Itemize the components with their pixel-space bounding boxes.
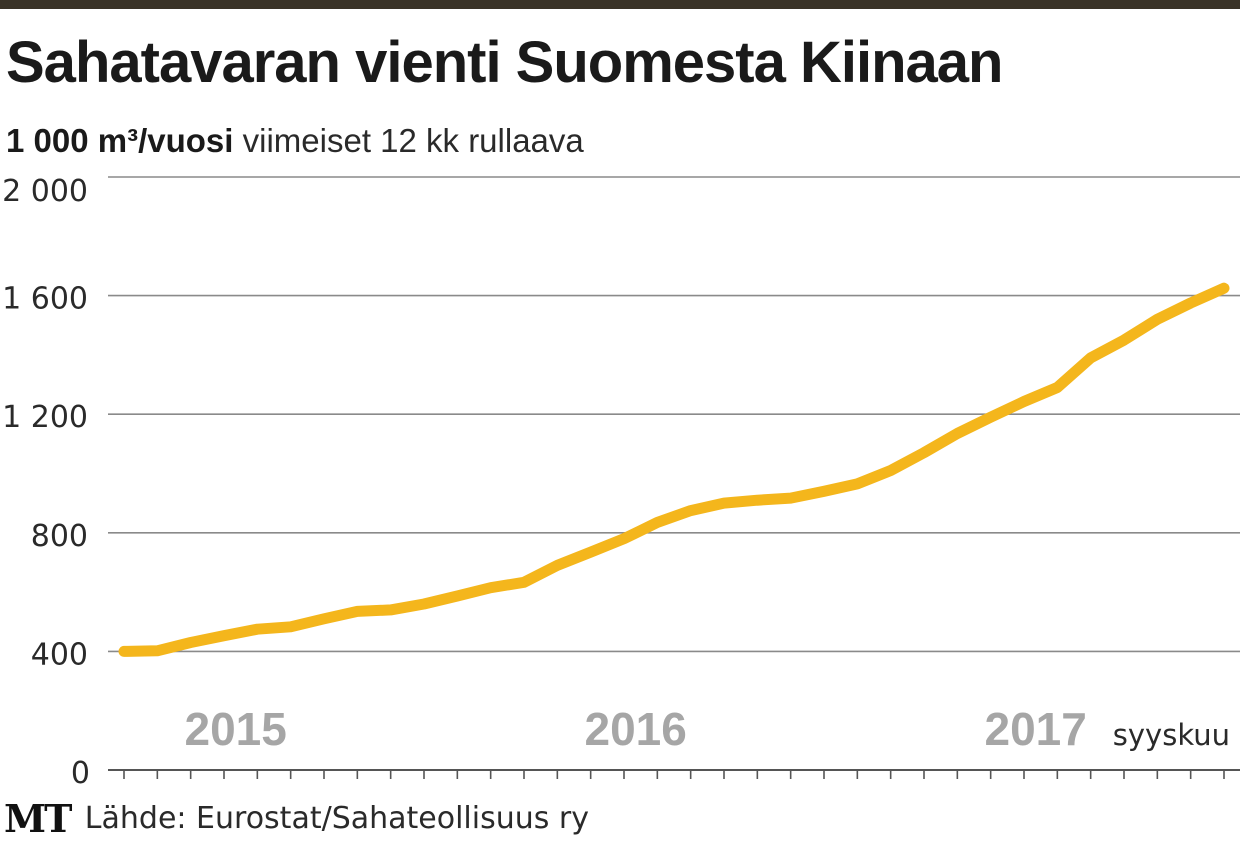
x-end-label: syyskuu (1113, 718, 1230, 752)
source-note: Lähde: Eurostat/Sahateollisuus ry (85, 801, 589, 836)
footer: MT Lähde: Eurostat/Sahateollisuus ry (4, 796, 589, 836)
y-tick-label: 1 600 (2, 282, 88, 317)
series-line (124, 288, 1224, 651)
x-year-label: 2017 (984, 703, 1086, 755)
y-tick-label: 2 000 (2, 174, 88, 209)
x-year-label: 2016 (584, 703, 686, 755)
mt-logo: MT (4, 796, 70, 841)
y-tick-label: 0 (71, 756, 90, 791)
y-tick-label: 400 (31, 637, 88, 672)
x-year-label: 2015 (184, 703, 286, 755)
y-tick-label: 800 (31, 519, 88, 554)
y-tick-label: 1 200 (2, 400, 88, 435)
